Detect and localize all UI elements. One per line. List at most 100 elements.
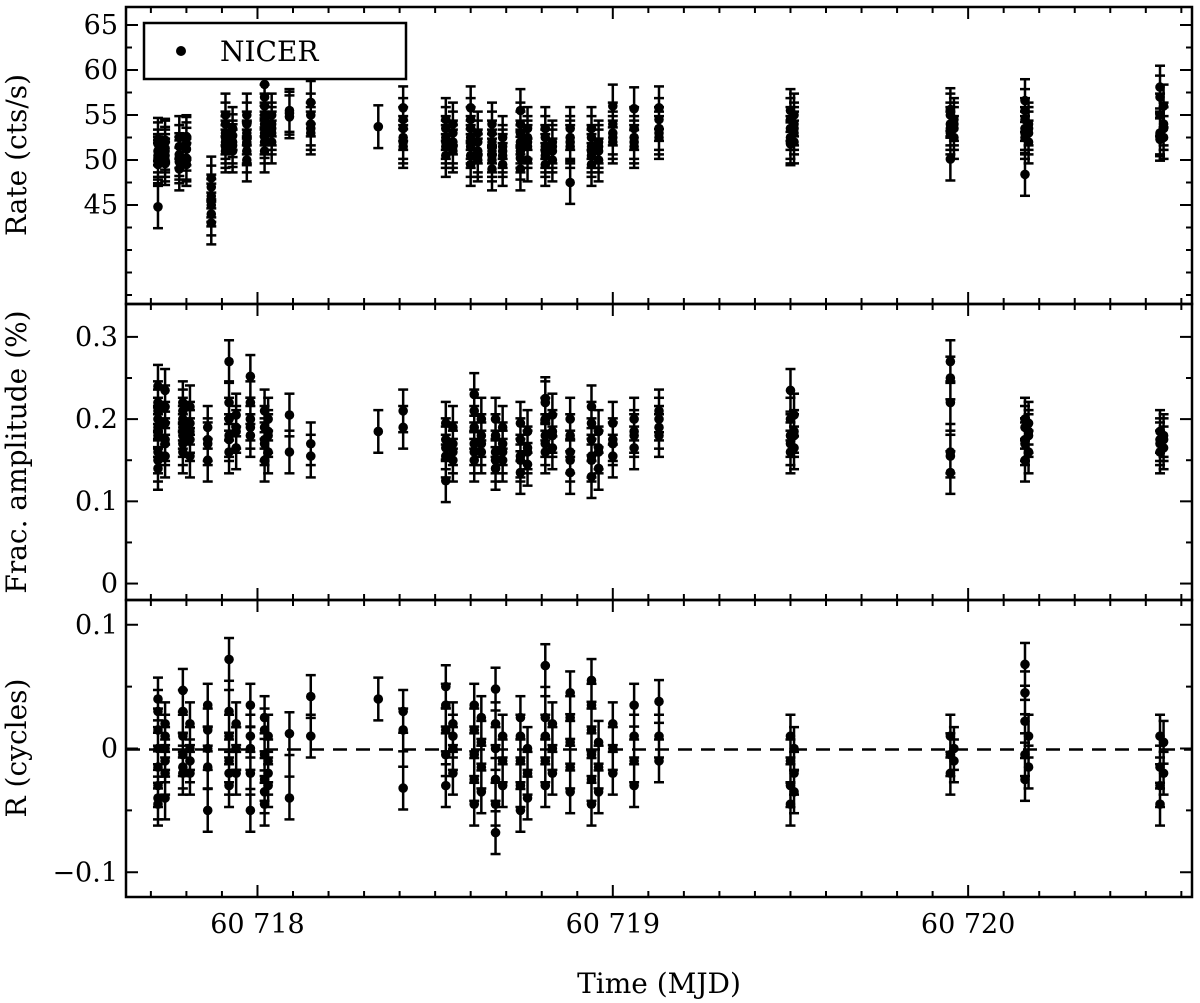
data-point: [565, 137, 575, 147]
data-point: [224, 780, 234, 791]
data-point: [1158, 132, 1169, 143]
data-point: [448, 731, 458, 741]
data-point: [185, 434, 195, 445]
data-point: [441, 780, 451, 791]
data-point: [593, 737, 604, 748]
data-point: [608, 418, 618, 429]
data-point: [565, 123, 575, 134]
data-point: [945, 397, 956, 408]
y-tick-label: 50: [84, 145, 118, 176]
data-point: [465, 114, 476, 125]
data-point: [547, 718, 558, 729]
data-point: [540, 146, 551, 156]
panel-frac-amplitude-y-ticks: 0 0.1 0.2 0.3: [75, 322, 1192, 600]
data-point: [448, 438, 458, 449]
data-point: [305, 97, 316, 108]
data-point: [206, 173, 217, 183]
data-point: [266, 137, 277, 147]
data-point: [490, 455, 501, 466]
data-point: [465, 159, 476, 170]
data-point: [487, 119, 497, 129]
data-point: [202, 762, 213, 772]
data-point: [224, 756, 234, 766]
data-point: [305, 438, 316, 449]
data-point: [224, 654, 234, 665]
data-point: [185, 718, 195, 729]
data-point: [153, 381, 163, 392]
data-point: [231, 422, 241, 433]
data-point: [540, 756, 551, 766]
data-point: [441, 434, 451, 445]
data-point: [160, 768, 170, 779]
legend-box: [142, 21, 408, 81]
panel-r-cycles-data: [152, 636, 1169, 856]
data-point: [263, 780, 273, 791]
data-point: [1023, 137, 1034, 147]
data-point: [245, 397, 256, 408]
data-point: [789, 410, 799, 420]
data-point: [178, 397, 188, 408]
data-point: [522, 743, 533, 754]
data-point: [515, 164, 526, 174]
panel-frac-amplitude-data: [152, 338, 1169, 504]
data-point: [160, 438, 170, 449]
data-point: [490, 718, 501, 729]
data-point: [1020, 659, 1030, 670]
data-point: [202, 700, 213, 710]
data-point: [487, 128, 497, 138]
data-point: [586, 146, 597, 156]
data-point: [540, 447, 551, 457]
data-point: [398, 137, 408, 147]
data-point: [540, 438, 551, 449]
data-point: [202, 743, 213, 754]
data-point: [398, 123, 408, 134]
data-point: [522, 137, 533, 147]
data-point: [305, 731, 316, 741]
y-tick-label: 0: [101, 734, 118, 765]
data-point: [547, 141, 558, 152]
data-point: [224, 731, 234, 741]
data-point: [654, 406, 664, 416]
data-point: [373, 121, 384, 132]
data-point: [490, 743, 501, 754]
data-point: [497, 159, 508, 170]
data-point: [398, 422, 408, 433]
data-point: [540, 430, 551, 441]
panel-rate-ylabel: Rate (cts/s): [0, 74, 33, 236]
data-point: [515, 805, 526, 816]
data-point: [629, 103, 639, 114]
data-point: [654, 422, 664, 433]
data-point: [448, 141, 458, 152]
data-point: [242, 155, 252, 165]
data-point: [448, 119, 458, 129]
data-point: [547, 430, 558, 441]
data-point: [945, 373, 956, 383]
data-point: [789, 787, 799, 797]
data-point: [227, 123, 238, 134]
data-point: [522, 426, 533, 437]
data-point: [565, 467, 575, 478]
x-tick-label: 60 718: [210, 909, 304, 940]
y-tick-label: 45: [84, 190, 118, 221]
data-point: [202, 725, 213, 735]
data-point: [497, 422, 508, 433]
x-axis: 60 718 60 719 60 720 Time (MJD): [149, 7, 1183, 1000]
data-point: [398, 114, 408, 125]
data-point: [185, 768, 195, 779]
data-point: [629, 430, 639, 441]
data-point: [305, 123, 316, 134]
data-point: [469, 447, 480, 457]
data-point: [608, 718, 618, 729]
data-point: [586, 799, 597, 809]
data-point: [185, 401, 195, 412]
data-point: [153, 202, 163, 212]
data-point: [465, 123, 476, 134]
data-point: [469, 774, 480, 785]
data-point: [174, 132, 185, 143]
data-point: [1023, 426, 1034, 437]
data-point: [497, 132, 508, 143]
data-point: [231, 443, 241, 453]
data-point: [593, 787, 604, 797]
data-point: [266, 110, 277, 120]
data-point: [547, 443, 558, 453]
